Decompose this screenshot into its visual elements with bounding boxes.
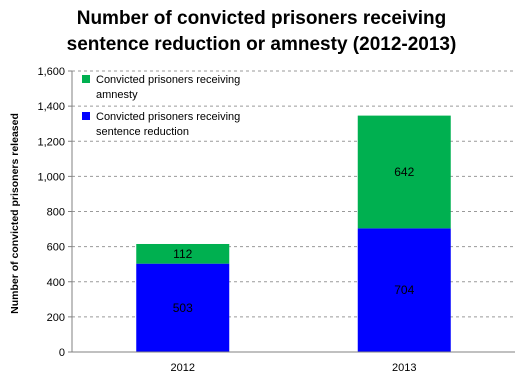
- chart-title-line-1: Number of convicted prisoners receiving: [76, 8, 447, 29]
- legend-swatch-0: [82, 75, 90, 83]
- chart-title-line-2: sentence reduction or amnesty (2012-2013…: [66, 34, 457, 55]
- data-label-2013-series-1: 642: [394, 165, 414, 179]
- y-tick-label-8: 1,600: [37, 66, 65, 78]
- y-tick-label-7: 1,400: [37, 101, 65, 113]
- legend-label-0-line-0: Convicted prisoners receiving: [96, 74, 240, 86]
- chart-title: Number of convicted prisoners receiving …: [0, 6, 523, 58]
- x-tick-label-1: 2013: [392, 362, 416, 374]
- legend-label-0-line-1: amnesty: [96, 89, 138, 101]
- bar-2013-series-0: [357, 228, 451, 352]
- x-tick-label-0: 2012: [171, 362, 195, 374]
- y-tick-label-3: 600: [47, 242, 65, 254]
- bar-2012-series-0: [136, 263, 230, 352]
- legend-label-1-line-1: sentence reduction: [96, 126, 189, 138]
- y-tick-label-1: 200: [47, 312, 65, 324]
- y-tick-label-6: 1,200: [37, 136, 65, 148]
- y-axis-label: Number of convicted prisoners released: [9, 113, 21, 314]
- legend-swatch-1: [82, 112, 90, 120]
- bar-2012-series-1: [136, 243, 230, 264]
- data-label-2012-series-0: 503: [173, 301, 193, 315]
- bar-2013-series-1: [357, 115, 451, 229]
- y-tick-label-2: 400: [47, 277, 65, 289]
- y-tick-label-0: 0: [59, 347, 65, 359]
- data-label-2012-series-1: 112: [173, 247, 192, 261]
- y-tick-label-4: 800: [47, 207, 65, 219]
- y-tick-label-5: 1,000: [37, 171, 65, 183]
- legend-label-1-line-0: Convicted prisoners receiving: [96, 111, 240, 123]
- data-label-2013-series-0: 704: [394, 283, 414, 297]
